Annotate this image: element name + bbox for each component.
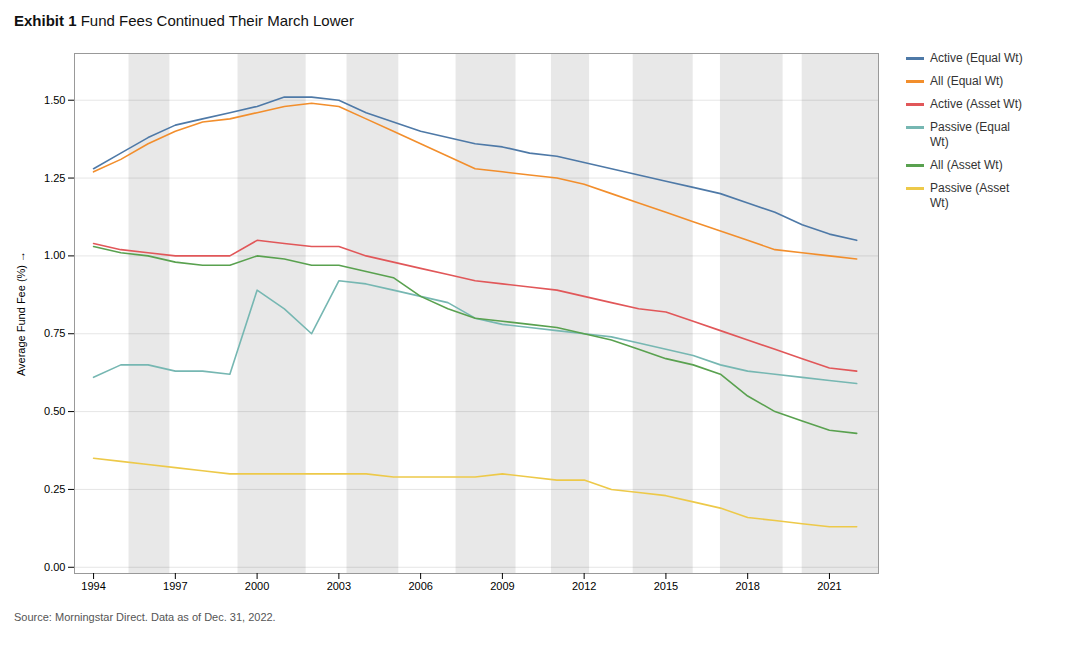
html-text:Passive (Asset Wt): Passive (Asset Wt) [930,181,1010,210]
svg-text:2018: 2018 [735,580,759,592]
svg-text:1997: 1997 [163,580,187,592]
html-text:Exhibit 1 Fund Fees Continued: Exhibit 1 Fund Fees Continued Their Marc… [14,12,354,29]
svg-text:1.50: 1.50 [44,94,65,106]
html-text:Passive (Equal Wt): Passive (Equal Wt) [930,120,1010,149]
svg-text:2015: 2015 [654,580,678,592]
svg-text:2006: 2006 [408,580,432,592]
svg-text:1.00: 1.00 [44,249,65,261]
svg-text:2009: 2009 [490,580,514,592]
svg-text:Average Fund Fee (%) →: Average Fund Fee (%) → [15,251,27,376]
html-text:All (Asset Wt): All (Asset Wt) [930,158,1003,172]
svg-text:0.25: 0.25 [44,483,65,495]
svg-text:0.00: 0.00 [44,561,65,573]
svg-text:2012: 2012 [572,580,596,592]
svg-text:1994: 1994 [81,580,105,592]
html-text:All (Equal Wt): All (Equal Wt) [930,74,1004,88]
svg-text:1.25: 1.25 [44,172,65,184]
svg-text:2021: 2021 [817,580,841,592]
html-text:Active (Equal Wt): Active (Equal Wt) [930,51,1023,65]
svg-text:2003: 2003 [327,580,351,592]
html-text:Source: Morningstar Direct. Da: Source: Morningstar Direct. Data as of D… [14,611,276,623]
svg-text:0.75: 0.75 [44,327,65,339]
html-text:Active (Asset Wt): Active (Asset Wt) [930,97,1022,111]
svg-text:2000: 2000 [245,580,269,592]
svg-text:0.50: 0.50 [44,405,65,417]
